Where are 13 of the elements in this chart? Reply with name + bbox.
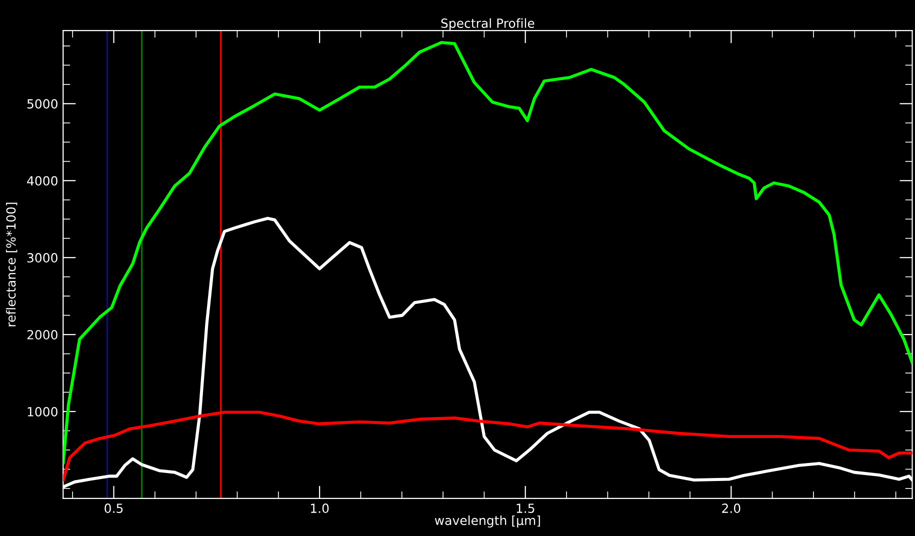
y-tick-label: 5000 [27,99,58,109]
y-tick-label: 1000 [28,406,58,416]
x-axis-title: wavelength [µm] [434,515,540,528]
y-tick-label: 2000 [27,330,58,340]
chart-title: Spectral Profile [441,18,534,30]
x-tick-label: 1.0 [310,504,329,514]
x-tick-label: 0.5 [104,504,123,514]
y-tick-label: 3000 [27,253,58,263]
y-axis-title: reflectance [%*100] [6,202,18,326]
x-tick-label: 1.5 [516,504,534,514]
line-series [63,40,912,464]
y-tick-label: 4000 [27,176,58,186]
x-tick-label: 2.0 [722,504,740,514]
